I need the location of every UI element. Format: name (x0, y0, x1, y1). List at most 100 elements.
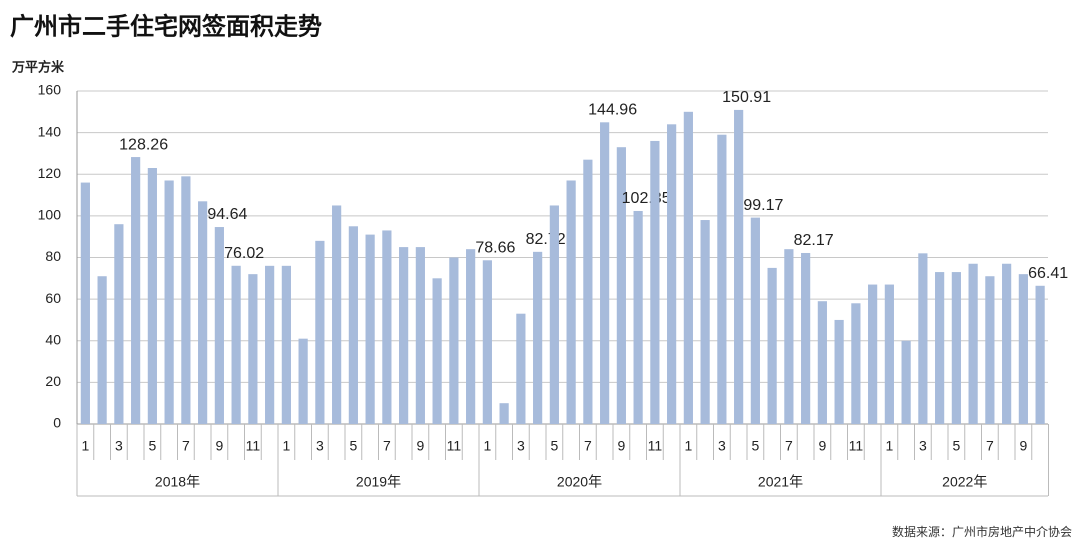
bar (1035, 285, 1045, 424)
bar (566, 180, 576, 424)
bar (1018, 274, 1028, 424)
x-tick-label: 1 (483, 438, 491, 454)
x-tick-label: 1 (282, 438, 290, 454)
y-tick-label: 120 (38, 165, 62, 181)
source-note: 数据来源：广州市房地产中介协会 (892, 524, 1072, 539)
x-tick-label: 7 (182, 438, 190, 454)
bar (901, 340, 911, 424)
value-label: 150.91 (722, 89, 771, 106)
value-label: 144.96 (588, 102, 637, 119)
bar (97, 276, 107, 424)
value-label: 82.17 (794, 232, 834, 249)
x-tick-label: 9 (215, 438, 223, 454)
bar (231, 265, 241, 424)
bar (415, 247, 425, 424)
x-tick-label: 9 (818, 438, 826, 454)
bar (633, 210, 643, 424)
value-label: 78.66 (475, 240, 515, 257)
x-tick-label: 1 (684, 438, 692, 454)
bar (834, 319, 844, 424)
bar (968, 263, 978, 424)
bar (315, 240, 325, 424)
bar (616, 147, 626, 424)
bar (734, 109, 744, 424)
x-tick-label: 7 (383, 438, 391, 454)
bar (248, 274, 258, 424)
bar (198, 201, 208, 424)
bar (700, 220, 710, 424)
bar (549, 205, 559, 424)
bar (499, 403, 509, 424)
x-tick-label: 9 (416, 438, 424, 454)
bar (650, 140, 660, 424)
bar (817, 301, 827, 424)
value-label: 128.26 (119, 136, 168, 153)
x-tick-label: 1 (81, 438, 89, 454)
bar (164, 180, 174, 424)
bar (935, 272, 945, 424)
x-tick-label: 3 (115, 438, 123, 454)
year-label: 2018年 (155, 474, 200, 490)
bar (717, 134, 727, 425)
x-tick-label: 9 (1019, 438, 1027, 454)
x-tick-label: 5 (550, 438, 558, 454)
bar (131, 157, 141, 424)
bar (348, 226, 358, 424)
bar (533, 251, 543, 424)
bar (801, 252, 811, 424)
x-tick-label: 7 (986, 438, 994, 454)
chart-title: 广州市二手住宅网签面积走势 (10, 12, 322, 40)
x-tick-label: 1 (885, 438, 893, 454)
bar (868, 284, 878, 424)
value-label: 76.02 (224, 245, 264, 262)
year-label: 2019年 (356, 474, 401, 490)
bar (767, 267, 777, 424)
year-label: 2020年 (557, 474, 602, 490)
bar (851, 303, 861, 424)
x-tick-label: 9 (617, 438, 625, 454)
bar (114, 224, 124, 424)
bar (516, 313, 526, 424)
bar (750, 217, 760, 424)
x-tick-label: 7 (584, 438, 592, 454)
x-tick-label: 5 (349, 438, 357, 454)
value-label: 66.41 (1028, 265, 1068, 282)
x-tick-label: 11 (447, 438, 462, 454)
bar (449, 257, 459, 424)
bar (214, 227, 224, 424)
value-label: 99.17 (743, 197, 783, 214)
bar (683, 111, 693, 424)
bar (951, 272, 961, 424)
bar (382, 230, 392, 424)
x-tick-label: 3 (718, 438, 726, 454)
value-label: 82.72 (526, 231, 566, 248)
x-tick-label: 3 (316, 438, 324, 454)
bar (298, 338, 308, 424)
x-tick-label: 7 (785, 438, 793, 454)
x-tick-label: 5 (952, 438, 960, 454)
bar (482, 260, 492, 424)
value-label: 102.35 (622, 190, 671, 207)
bar (399, 247, 409, 424)
bar (332, 205, 342, 424)
bar (583, 159, 593, 424)
bar (80, 182, 90, 424)
year-label: 2022年 (942, 474, 987, 490)
bar (147, 168, 157, 424)
y-tick-label: 100 (38, 207, 62, 223)
x-tick-label: 11 (648, 438, 663, 454)
bar (466, 249, 476, 424)
x-tick-label: 3 (517, 438, 525, 454)
year-label: 2021年 (758, 474, 803, 490)
x-tick-label: 5 (751, 438, 759, 454)
bar (365, 234, 375, 424)
y-tick-label: 60 (45, 290, 61, 306)
x-tick-label: 11 (246, 438, 261, 454)
bar (985, 276, 995, 424)
y-tick-label: 0 (53, 415, 61, 431)
x-tick-label: 11 (849, 438, 864, 454)
y-tick-label: 160 (38, 82, 62, 98)
bar (265, 265, 275, 424)
y-tick-label: 20 (45, 373, 61, 389)
